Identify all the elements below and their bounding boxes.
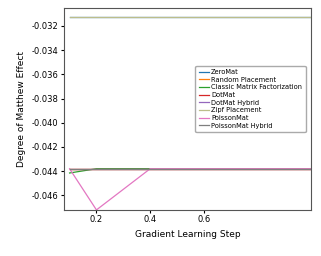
PoissonMat: [68, 167, 72, 170]
PoissonMat: [309, 167, 313, 170]
Y-axis label: Degree of Matthew Effect: Degree of Matthew Effect: [17, 51, 26, 167]
Zipf Placement: [256, 16, 260, 19]
Classic Matrix Factorization: [309, 167, 313, 170]
ZeroMat: [202, 16, 206, 19]
PoissonMat Hybrid: [256, 167, 260, 170]
PoissonMat Hybrid: [68, 167, 72, 170]
ZeroMat: [309, 16, 313, 19]
DotMat: [202, 167, 206, 170]
PoissonMat: [148, 167, 152, 170]
Zipf Placement: [68, 16, 72, 19]
ZeroMat: [148, 16, 152, 19]
PoissonMat: [256, 167, 260, 170]
Random Placement: [202, 167, 206, 170]
DotMat Hybrid: [94, 167, 98, 170]
X-axis label: Gradient Learning Step: Gradient Learning Step: [135, 230, 241, 239]
Random Placement: [94, 167, 98, 170]
Random Placement: [68, 167, 72, 170]
DotMat Hybrid: [309, 167, 313, 170]
DotMat Hybrid: [256, 167, 260, 170]
Classic Matrix Factorization: [68, 172, 72, 175]
DotMat: [68, 167, 72, 170]
Random Placement: [256, 167, 260, 170]
Classic Matrix Factorization: [256, 167, 260, 170]
Legend: ZeroMat, Random Placement, Classic Matrix Factorization, DotMat, DotMat Hybrid, : ZeroMat, Random Placement, Classic Matri…: [195, 66, 306, 132]
DotMat Hybrid: [202, 167, 206, 170]
DotMat: [94, 167, 98, 170]
Zipf Placement: [94, 16, 98, 19]
Zipf Placement: [202, 16, 206, 19]
PoissonMat Hybrid: [202, 167, 206, 170]
ZeroMat: [256, 16, 260, 19]
Classic Matrix Factorization: [202, 167, 206, 170]
PoissonMat Hybrid: [94, 167, 98, 170]
ZeroMat: [94, 16, 98, 19]
PoissonMat: [202, 167, 206, 170]
DotMat: [148, 167, 152, 170]
Zipf Placement: [148, 16, 152, 19]
PoissonMat: [94, 208, 98, 211]
Line: PoissonMat: PoissonMat: [70, 169, 311, 210]
DotMat: [256, 167, 260, 170]
DotMat Hybrid: [148, 167, 152, 170]
PoissonMat Hybrid: [309, 167, 313, 170]
Zipf Placement: [309, 16, 313, 19]
PoissonMat Hybrid: [148, 167, 152, 170]
DotMat Hybrid: [68, 167, 72, 170]
ZeroMat: [68, 16, 72, 19]
Line: Classic Matrix Factorization: Classic Matrix Factorization: [70, 169, 311, 173]
Classic Matrix Factorization: [148, 167, 152, 170]
Random Placement: [148, 167, 152, 170]
Classic Matrix Factorization: [94, 167, 98, 170]
DotMat: [309, 167, 313, 170]
Random Placement: [309, 167, 313, 170]
